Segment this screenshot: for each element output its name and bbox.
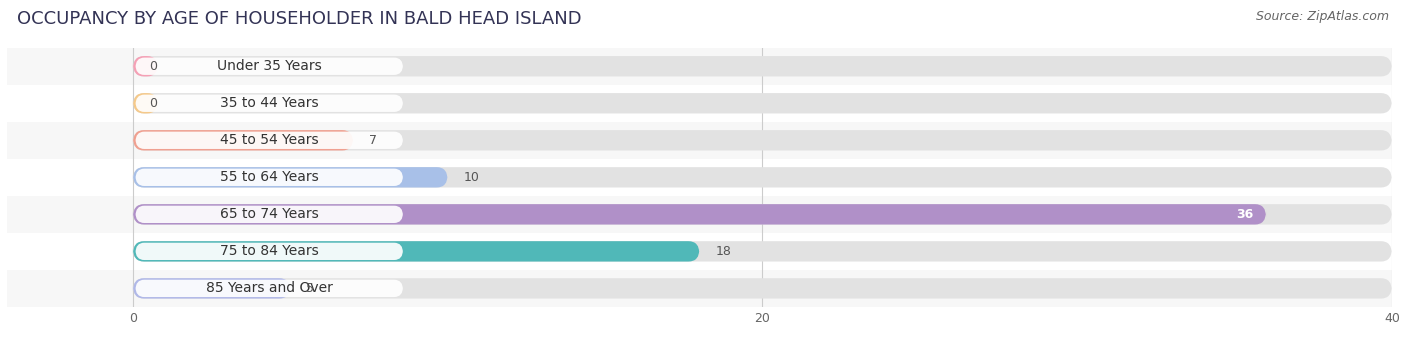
Bar: [7, 233, 1392, 270]
FancyBboxPatch shape: [134, 204, 1392, 224]
Text: OCCUPANCY BY AGE OF HOUSEHOLDER IN BALD HEAD ISLAND: OCCUPANCY BY AGE OF HOUSEHOLDER IN BALD …: [17, 10, 582, 28]
Text: 85 Years and Over: 85 Years and Over: [205, 281, 333, 295]
Text: 10: 10: [464, 171, 479, 184]
FancyBboxPatch shape: [134, 278, 290, 299]
FancyBboxPatch shape: [135, 169, 404, 186]
Text: 75 to 84 Years: 75 to 84 Years: [219, 244, 319, 258]
Bar: [7, 85, 1392, 122]
Text: 0: 0: [149, 60, 156, 73]
FancyBboxPatch shape: [135, 94, 404, 112]
FancyBboxPatch shape: [134, 167, 1392, 188]
Bar: [7, 196, 1392, 233]
Text: 36: 36: [1236, 208, 1254, 221]
Text: 65 to 74 Years: 65 to 74 Years: [219, 207, 319, 221]
FancyBboxPatch shape: [135, 280, 404, 297]
Text: 7: 7: [368, 134, 377, 147]
Text: 18: 18: [716, 245, 731, 258]
FancyBboxPatch shape: [135, 243, 404, 260]
Text: Source: ZipAtlas.com: Source: ZipAtlas.com: [1256, 10, 1389, 23]
Text: Under 35 Years: Under 35 Years: [217, 59, 322, 73]
FancyBboxPatch shape: [134, 130, 353, 150]
Text: 35 to 44 Years: 35 to 44 Years: [219, 96, 319, 110]
FancyBboxPatch shape: [134, 204, 1265, 224]
Text: 0: 0: [149, 97, 156, 110]
FancyBboxPatch shape: [134, 278, 1392, 299]
Text: 55 to 64 Years: 55 to 64 Years: [219, 170, 319, 184]
Bar: [7, 48, 1392, 85]
FancyBboxPatch shape: [135, 58, 404, 75]
FancyBboxPatch shape: [134, 241, 1392, 262]
FancyBboxPatch shape: [134, 241, 700, 262]
FancyBboxPatch shape: [134, 167, 447, 188]
Bar: [7, 270, 1392, 307]
Bar: [7, 122, 1392, 159]
Bar: [7, 159, 1392, 196]
FancyBboxPatch shape: [134, 56, 157, 76]
FancyBboxPatch shape: [135, 206, 404, 223]
FancyBboxPatch shape: [134, 93, 157, 114]
Text: 45 to 54 Years: 45 to 54 Years: [219, 133, 319, 147]
FancyBboxPatch shape: [134, 56, 1392, 76]
Text: 5: 5: [307, 282, 314, 295]
FancyBboxPatch shape: [135, 132, 404, 149]
FancyBboxPatch shape: [134, 93, 1392, 114]
FancyBboxPatch shape: [134, 130, 1392, 150]
